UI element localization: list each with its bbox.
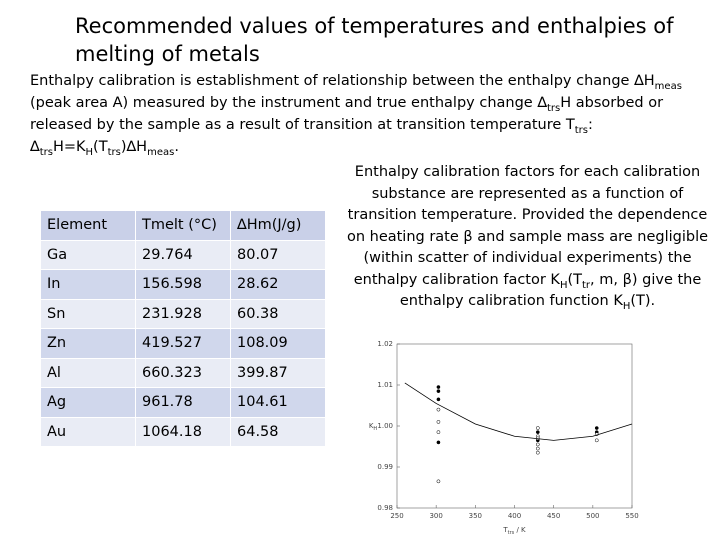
subscript: meas <box>654 80 682 92</box>
x-tick-label: 500 <box>586 512 599 520</box>
cell: 60.38 <box>230 298 326 329</box>
y-tick-label: 0.99 <box>377 463 393 471</box>
data-point <box>594 438 599 443</box>
subscript: H <box>559 279 568 291</box>
note: Enthalpy calibration factors for each ca… <box>345 162 710 313</box>
cell: 156.598 <box>135 269 231 300</box>
x-axis-label: Ttrs / K <box>502 526 526 536</box>
subscript: trs <box>547 102 561 114</box>
slide-title: Recommended values of temperatures and e… <box>75 14 674 66</box>
y-tick-label: 1.01 <box>377 381 393 389</box>
x-tick-label: 350 <box>469 512 482 520</box>
text-run: )∆H <box>120 139 148 155</box>
data-point <box>436 420 441 424</box>
x-tick-label: 450 <box>547 512 560 520</box>
y-tick-label: 1.00 <box>377 422 393 430</box>
cell: Al <box>40 357 136 388</box>
cell: 64.58 <box>230 416 326 447</box>
column-header: Element <box>40 210 136 241</box>
cell: 104.61 <box>230 387 326 418</box>
subscript: tr <box>582 279 591 291</box>
column-header: Tmelt (°C) <box>135 210 231 241</box>
y-axis-label: KH <box>369 422 378 432</box>
cell: Sn <box>40 298 136 329</box>
subscript: meas <box>147 146 175 158</box>
formula: ∆trsH=KH(Ttrs)∆Hmeas. <box>30 136 700 158</box>
cell: 231.928 <box>135 298 231 329</box>
x-tick-label: 550 <box>625 512 638 520</box>
cell: Ag <box>40 387 136 418</box>
data-point <box>535 446 540 451</box>
text-run: H absorbed or released by the sample as … <box>30 95 664 133</box>
cell: Zn <box>40 328 136 359</box>
text-run: (T <box>567 271 582 288</box>
cell: 28.62 <box>230 269 326 300</box>
text-run: ∆ <box>30 139 40 155</box>
x-tick-label: 300 <box>429 512 442 520</box>
data-point <box>535 450 540 455</box>
text-run: K <box>369 422 374 430</box>
y-tick-label: 1.02 <box>377 340 393 348</box>
text-run: Enthalpy calibration is establishment of… <box>30 73 655 89</box>
chart: 250 300 350 400 450 500 550 0.98 0.99 1.00 1.01 1.0… <box>369 340 639 536</box>
text-run: / K <box>514 526 526 534</box>
data-point <box>535 430 540 435</box>
cell: 80.07 <box>230 239 326 270</box>
data-point <box>535 442 540 447</box>
text-run: . <box>174 139 179 155</box>
text-run: (T <box>93 139 108 155</box>
cell: 108.09 <box>230 328 326 359</box>
cell: 419.527 <box>135 328 231 359</box>
text-run: (peak area A) measured by the instrument… <box>30 95 548 111</box>
subscript: trs <box>508 530 515 536</box>
row: Au 1064.18 64.58 <box>40 416 326 447</box>
subscript: H <box>622 300 631 312</box>
cell: Ga <box>40 239 136 270</box>
cell: In <box>40 269 136 300</box>
subscript: trs <box>107 146 121 158</box>
cell: Au <box>40 416 136 447</box>
data-point <box>535 426 540 430</box>
data-point <box>436 407 441 412</box>
intro-text: Enthalpy calibration is establishment of… <box>30 70 700 136</box>
text-run: H=K <box>52 139 86 155</box>
x-tick-label: 400 <box>508 512 521 520</box>
row: Zn 419.527 108.09 <box>40 328 326 359</box>
subscript: trs <box>39 146 53 158</box>
cell: 660.323 <box>135 357 231 388</box>
cell: 961.78 <box>135 387 231 418</box>
column-header: ∆Hm(J/g) <box>230 210 326 241</box>
data-point <box>436 385 441 389</box>
cell: 399.87 <box>230 357 326 388</box>
data-point <box>436 389 441 394</box>
header-row: Element Tmelt (°C) ∆Hm(J/g) <box>40 210 326 241</box>
row: Ag 961.78 104.61 <box>40 387 326 418</box>
text-run: (T). <box>630 293 656 309</box>
row: Ga 29.764 80.07 <box>40 239 326 270</box>
text-run: : <box>588 117 593 133</box>
cell: 29.764 <box>135 239 231 270</box>
table: Element Tmelt (°C) ∆Hm(J/g) Ga 29.764 80.07 In… <box>40 210 326 447</box>
data-point <box>436 479 441 484</box>
data-point <box>436 430 441 435</box>
row: Al 660.323 399.87 <box>40 357 326 388</box>
x-tick-label: 250 <box>390 512 403 520</box>
text-run: Enthalpy calibration factors for each ca… <box>346 164 709 288</box>
row: In 156.598 28.62 <box>40 269 326 300</box>
fit-curve <box>404 382 633 441</box>
text-run: , m, β) give the enthalpy calibration fu… <box>399 271 702 310</box>
text-run: T <box>502 526 508 534</box>
intro: Enthalpy calibration is establishment of… <box>30 70 700 158</box>
cell: 1064.18 <box>135 416 231 447</box>
subscript: H <box>85 146 94 158</box>
data-point <box>594 426 599 430</box>
subscript: H <box>373 426 377 432</box>
subscript: trs <box>574 124 588 136</box>
data-point <box>436 440 441 445</box>
data-point <box>436 397 441 402</box>
row: Sn 231.928 60.38 <box>40 298 326 329</box>
plot-frame <box>396 343 633 509</box>
y-tick-label: 0.98 <box>377 504 393 512</box>
